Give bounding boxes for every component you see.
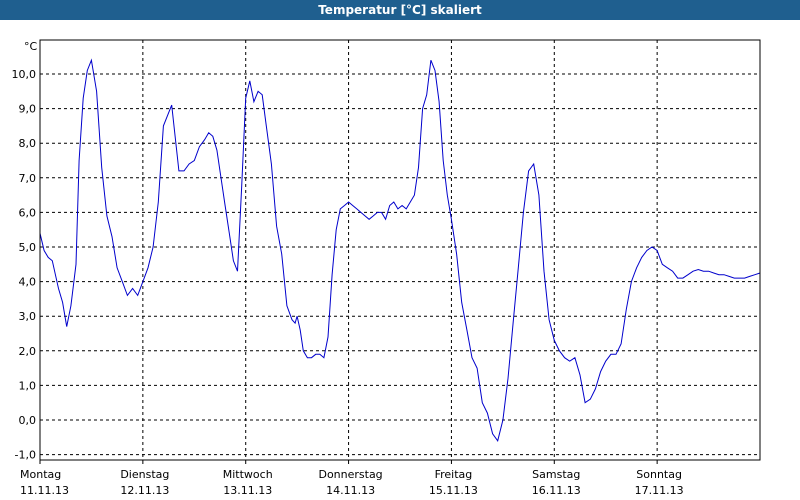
y-tick-label: 2,0 xyxy=(19,345,37,358)
x-tick-day-label: Donnerstag xyxy=(318,468,382,481)
x-tick: Sonntag 17.11.13 xyxy=(635,460,684,497)
y-tick-label: 6,0 xyxy=(19,206,37,219)
x-tick-date-label: 16.11.13 xyxy=(532,484,581,497)
x-tick-day-label: Dienstag xyxy=(120,468,169,481)
y-tick-label: 7,0 xyxy=(19,172,37,185)
y-tick-label: 4,0 xyxy=(19,276,37,289)
x-tick-date-label: 13.11.13 xyxy=(223,484,272,497)
x-tick-date-label: 14.11.13 xyxy=(326,484,375,497)
y-tick-label: 5,0 xyxy=(19,241,37,254)
x-tick-day-label: Montag xyxy=(20,468,61,481)
y-tick-label: 1,0 xyxy=(19,379,37,392)
temperature-chart: 10,0 9,0 8,0 7,0 6,0 5,0 4,0 3,0 2,0 1,0 0,0 -1,0 M… xyxy=(0,20,800,500)
x-tick: Mittwoch 13.11.13 xyxy=(223,460,273,497)
x-tick: Samstag 16.11.13 xyxy=(532,460,581,497)
y-axis: 10,0 9,0 8,0 7,0 6,0 5,0 4,0 3,0 2,0 1,0 0,0 -1,0 xyxy=(12,68,37,462)
x-tick-day-label: Freitag xyxy=(435,468,473,481)
x-tick-date-label: 11.11.13 xyxy=(20,484,69,497)
y-tick-label: 9,0 xyxy=(19,103,37,116)
plot-frame xyxy=(39,39,761,461)
x-tick-day-label: Samstag xyxy=(532,468,580,481)
x-tick-date-label: 12.11.13 xyxy=(120,484,169,497)
x-tick-date-label: 15.11.13 xyxy=(429,484,478,497)
x-tick-date-label: 17.11.13 xyxy=(635,484,684,497)
x-tick-day-label: Mittwoch xyxy=(223,468,273,481)
y-tick-label: 10,0 xyxy=(12,68,37,81)
x-tick: Freitag 15.11.13 xyxy=(429,460,478,497)
x-tick: Donnerstag 14.11.13 xyxy=(318,460,383,497)
temperature-line xyxy=(39,58,761,442)
grid xyxy=(40,40,760,460)
y-tick-label: -1,0 xyxy=(15,449,36,462)
y-tick-label: 0,0 xyxy=(19,414,37,427)
x-axis: Montag 11.11.13 Dienstag 12.11.13 Mittwoch 13… xyxy=(20,460,684,497)
y-unit-label: °C xyxy=(24,40,38,53)
x-tick: Dienstag 12.11.13 xyxy=(120,460,169,497)
x-tick-day-label: Sonntag xyxy=(636,468,682,481)
x-tick: Montag 11.11.13 xyxy=(20,460,69,497)
plot-area xyxy=(0,20,800,500)
y-tick-label: 3,0 xyxy=(19,310,37,323)
y-tick-label: 8,0 xyxy=(19,137,37,150)
chart-title: Temperatur [°C] skaliert xyxy=(0,0,800,20)
